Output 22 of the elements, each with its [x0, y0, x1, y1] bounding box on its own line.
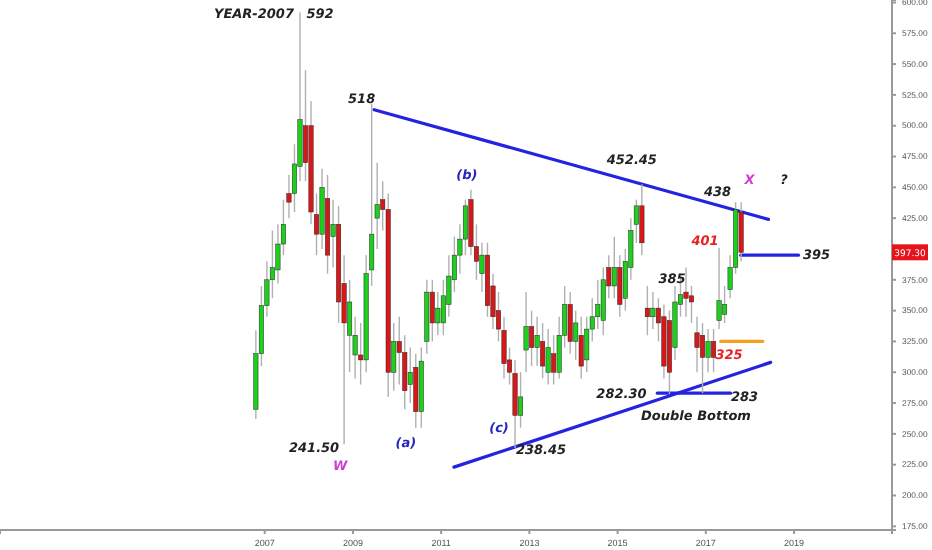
candlestick	[567, 291, 573, 355]
candlestick	[716, 247, 722, 330]
candlestick	[650, 291, 656, 330]
candlestick	[683, 266, 689, 318]
candlestick	[705, 328, 711, 373]
candlestick	[523, 291, 529, 373]
candlestick	[518, 371, 523, 429]
candlestick	[529, 309, 535, 367]
candlestick	[407, 346, 413, 404]
candlestick	[540, 322, 546, 380]
candlestick	[545, 328, 551, 386]
candlestick	[639, 183, 645, 256]
candlestick	[738, 201, 744, 262]
candlestick	[435, 291, 441, 336]
candlestick	[711, 328, 717, 373]
candlestick	[578, 316, 584, 380]
candlestick	[429, 279, 435, 343]
candlestick	[611, 235, 617, 299]
candlestick	[644, 285, 650, 336]
candlestick	[413, 353, 419, 429]
candlestick	[551, 334, 557, 386]
candlestick	[700, 322, 705, 394]
